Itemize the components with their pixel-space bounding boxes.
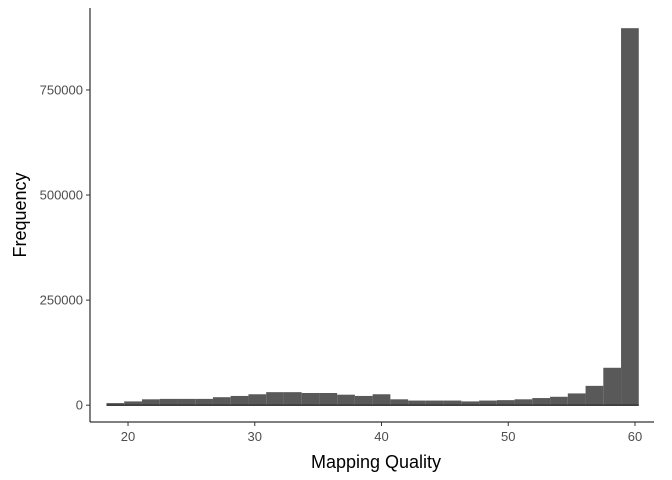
histogram-bar-2 bbox=[141, 399, 160, 406]
histogram-bar-28 bbox=[603, 367, 622, 406]
histogram-bars bbox=[106, 28, 639, 406]
histogram-bar-6 bbox=[212, 397, 231, 406]
y-tick-label: 0 bbox=[76, 398, 83, 413]
y-axis-title: Frequency bbox=[10, 172, 30, 257]
histogram-bar-11 bbox=[301, 392, 320, 406]
x-tick-label: 60 bbox=[628, 429, 642, 444]
histogram-bar-29 bbox=[621, 28, 639, 406]
histogram-bar-12 bbox=[319, 392, 338, 406]
histogram-bar-5 bbox=[195, 398, 213, 406]
histogram-bar-13 bbox=[337, 394, 355, 406]
histogram-bar-26 bbox=[567, 393, 586, 406]
histogram-bar-4 bbox=[177, 398, 196, 406]
histogram-bar-9 bbox=[266, 392, 284, 406]
y-tick-label: 750000 bbox=[40, 82, 83, 97]
histogram-bar-25 bbox=[550, 396, 568, 406]
histogram-bar-15 bbox=[372, 394, 391, 406]
histogram-bar-17 bbox=[408, 400, 426, 406]
histogram-bar-3 bbox=[159, 398, 178, 406]
x-tick-label: 30 bbox=[248, 429, 262, 444]
y-tick-label: 250000 bbox=[40, 293, 83, 308]
histogram-bar-27 bbox=[585, 385, 604, 406]
x-tick-label: 20 bbox=[121, 429, 135, 444]
x-tick-label: 50 bbox=[501, 429, 515, 444]
histogram-bar-1 bbox=[124, 401, 142, 406]
histogram-bar-23 bbox=[514, 399, 533, 406]
histogram-bar-10 bbox=[283, 392, 302, 406]
histogram-bar-22 bbox=[496, 400, 515, 406]
histogram-bar-24 bbox=[532, 398, 551, 406]
histogram-bar-14 bbox=[354, 395, 373, 406]
histogram-bar-16 bbox=[390, 399, 409, 406]
y-axis-ticks: 0 250000 500000 750000 bbox=[40, 82, 90, 413]
histogram-bar-0 bbox=[106, 403, 125, 406]
x-axis-ticks: 20 30 40 50 60 bbox=[121, 422, 642, 444]
histogram-bar-7 bbox=[230, 395, 249, 406]
histogram-bar-8 bbox=[248, 394, 267, 406]
histogram-bar-18 bbox=[425, 400, 444, 406]
x-tick-label: 40 bbox=[374, 429, 388, 444]
histogram-bar-19 bbox=[443, 400, 462, 406]
histogram-bar-20 bbox=[461, 401, 480, 406]
x-axis-title: Mapping Quality bbox=[311, 452, 441, 472]
histogram-bar-21 bbox=[479, 400, 497, 406]
y-tick-label: 500000 bbox=[40, 188, 83, 203]
